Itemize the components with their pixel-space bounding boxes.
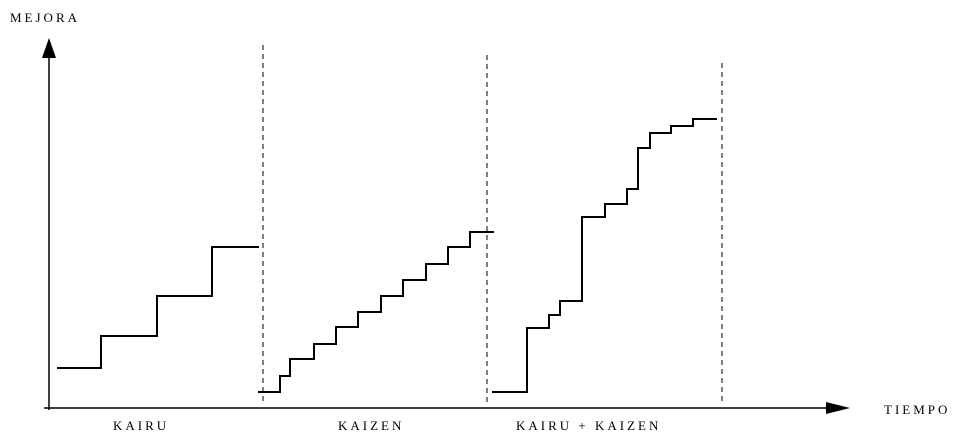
section-label-kaizen: KAIZEN xyxy=(338,418,404,433)
y-axis-arrow-icon xyxy=(42,38,56,58)
kairu-step-line xyxy=(57,246,259,369)
x-axis-label: TIEMPO xyxy=(884,402,950,417)
kairu-kaizen-step-line xyxy=(492,118,717,393)
y-axis-label: MEJORA xyxy=(10,10,80,25)
x-axis-arrow-icon xyxy=(826,402,850,414)
section-label-kairu: KAIRU xyxy=(113,418,169,433)
section-label-kairu-kaizen: KAIRU + KAIZEN xyxy=(516,418,661,433)
kaizen-step-line xyxy=(258,231,494,393)
